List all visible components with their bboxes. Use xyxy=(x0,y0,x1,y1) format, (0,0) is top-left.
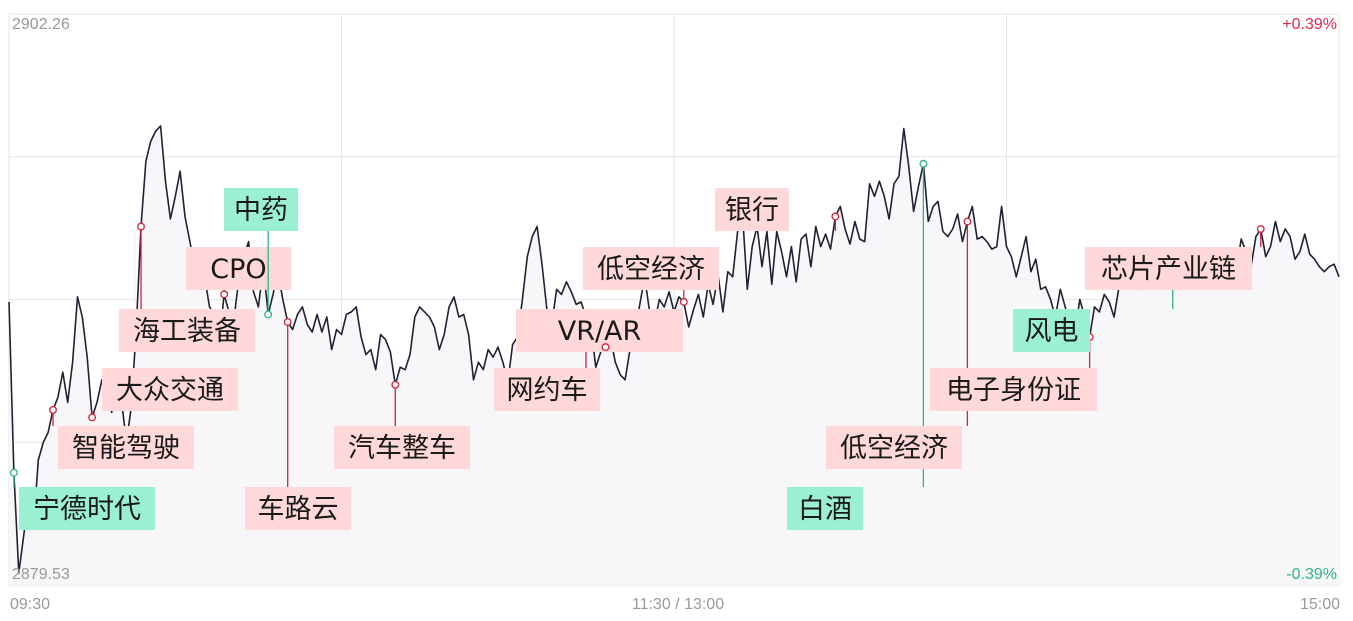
annotation-tag-label: 车路云 xyxy=(258,494,339,525)
annotation-tag-label: 宁德时代 xyxy=(33,494,141,525)
price-area-fill xyxy=(9,126,1339,585)
annotation-tag-box xyxy=(787,487,863,530)
annotation-point xyxy=(9,468,18,477)
annotation-0: 宁德时代 xyxy=(9,468,155,530)
annotation-tag-box xyxy=(494,368,600,411)
annotation-tag-label: 汽车整车 xyxy=(348,433,456,464)
pct-max-label: +0.39% xyxy=(1282,16,1337,33)
annotation-9: VR/AR xyxy=(516,309,683,352)
annotation-point xyxy=(49,405,57,414)
annotation-point xyxy=(88,413,97,422)
annotation-4: CPO xyxy=(186,247,291,299)
annotation-tag-box xyxy=(186,247,291,290)
annotation-point xyxy=(283,318,292,326)
annotation-point xyxy=(963,217,972,226)
y-max-label: 2902.26 xyxy=(12,16,70,33)
annotation-tag-box xyxy=(245,487,351,530)
annotation-point xyxy=(831,212,840,221)
annotation-tag-label: 白酒 xyxy=(798,494,852,525)
annotation-tag-label: 芯片产业链 xyxy=(1101,254,1236,285)
annotation-tag-box xyxy=(19,487,155,530)
annotation-tag-box xyxy=(516,309,683,352)
annotation-5: 中药 xyxy=(224,188,298,319)
annotation-3: 海工装备 xyxy=(119,222,255,352)
annotation-point xyxy=(919,159,928,168)
x-tick-label-open: 09:30 xyxy=(10,596,50,613)
annotation-tag-box xyxy=(826,426,962,469)
annotation-point xyxy=(391,380,400,389)
annotation-6: 车路云 xyxy=(245,318,351,530)
annotation-tag-label: 海工装备 xyxy=(133,316,241,347)
annotation-tag-box xyxy=(930,368,1097,411)
annotation-tag-box xyxy=(583,247,719,290)
annotation-point xyxy=(264,310,273,319)
annotation-7: 汽车整车 xyxy=(334,380,470,469)
annotation-tag-label: 低空经济 xyxy=(840,433,948,464)
annotation-point xyxy=(601,343,610,352)
annotation-tag-box xyxy=(1013,309,1090,352)
annotation-tag-label: 低空经济 xyxy=(597,254,705,285)
x-tick-label-midday: 11:30 / 13:00 xyxy=(632,596,724,613)
annotation-10: 低空经济 xyxy=(583,247,719,306)
annotation-tag-box xyxy=(715,188,789,231)
annotation-tag-box xyxy=(102,368,238,411)
annotation-tag-label: 银行 xyxy=(725,195,779,226)
annotation-15: 风电 xyxy=(1013,275,1177,352)
annotation-16: 芯片产业链 xyxy=(1085,225,1265,290)
annotation-tag-label: 中药 xyxy=(234,195,288,226)
annotation-tag-label: 网约车 xyxy=(507,375,588,406)
pct-min-label: -0.39% xyxy=(1286,566,1337,583)
annotation-tag-label: 电子身份证 xyxy=(946,375,1081,406)
annotation-tag-label: VR/AR xyxy=(558,316,642,347)
annotation-tag-box xyxy=(224,188,298,231)
annotation-tag-label: 大众交通 xyxy=(116,375,224,406)
annotation-tag-label: CPO xyxy=(210,254,266,285)
annotation-2: 大众交通 xyxy=(88,368,238,422)
y-min-label: 2879.53 xyxy=(12,566,70,583)
annotation-8: 网约车 xyxy=(494,313,600,411)
annotation-tag-box xyxy=(334,426,470,469)
x-tick-label-close: 15:00 xyxy=(1300,596,1340,613)
annotation-tag-box xyxy=(1085,247,1252,290)
annotation-tag-label: 智能驾驶 xyxy=(72,433,180,464)
annotation-tag-box xyxy=(119,309,255,352)
annotation-tag-box xyxy=(58,426,194,469)
annotation-1: 智能驾驶 xyxy=(49,405,194,469)
annotation-13: 低空经济 xyxy=(826,217,972,469)
annotation-point xyxy=(1256,225,1265,233)
annotation-point xyxy=(137,222,145,231)
annotation-point xyxy=(220,290,229,299)
annotation-point xyxy=(679,297,688,306)
annotation-14: 电子身份证 xyxy=(930,333,1097,411)
annotation-11: 银行 xyxy=(715,188,840,231)
annotation-tag-label: 风电 xyxy=(1025,316,1079,347)
annotation-12: 白酒 xyxy=(787,159,928,530)
